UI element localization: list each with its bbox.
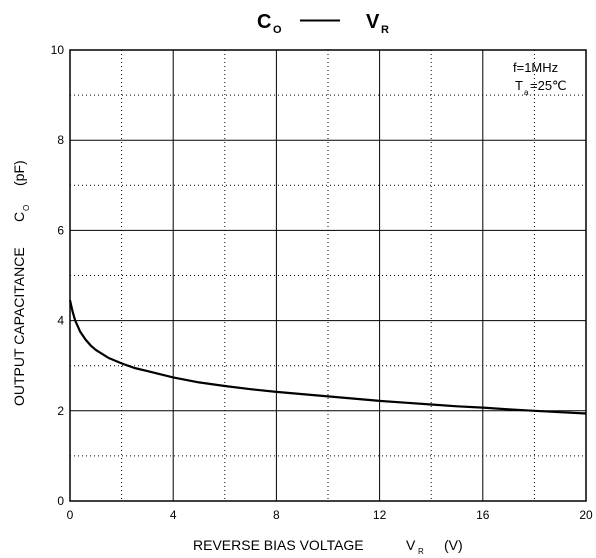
annotation-temp-t: T — [515, 78, 523, 93]
x-tick-label: 8 — [273, 508, 280, 522]
title-v-sub: R — [381, 24, 389, 36]
y-axis-label-sub: O — [22, 205, 31, 211]
chart-title: C O —— V R — [257, 9, 389, 36]
x-tick-label: 0 — [67, 508, 74, 522]
x-axis-label-text: REVERSE BIAS VOLTAGE — [193, 537, 364, 553]
y-tick-label: 2 — [57, 404, 64, 418]
y-tick-label: 8 — [57, 133, 64, 147]
x-axis-ticks: 0 4 8 12 16 20 — [67, 508, 593, 522]
x-tick-label: 20 — [579, 508, 593, 522]
plot-border — [69, 49, 587, 502]
y-axis-ticks: 0 2 4 6 8 10 — [51, 43, 65, 508]
x-axis-label: REVERSE BIAS VOLTAGE V R (V) — [193, 537, 463, 556]
x-tick-label: 4 — [170, 508, 177, 522]
y-tick-label: 0 — [57, 494, 64, 508]
x-tick-label: 16 — [476, 508, 490, 522]
x-axis-label-sub: R — [418, 547, 424, 556]
x-tick-label: 12 — [373, 508, 387, 522]
y-tick-label: 6 — [57, 223, 64, 237]
plot-frame — [69, 49, 587, 502]
y-axis-label-symbol: C — [11, 212, 27, 222]
annotation: f=1MHz T a =25℃ — [513, 60, 567, 97]
annotation-temp-value: =25℃ — [530, 78, 567, 93]
y-axis-label: OUTPUT CAPACITANCE C O (pF) — [11, 160, 31, 406]
y-axis-label-unit: (pF) — [11, 160, 27, 186]
x-axis-label-unit: (V) — [444, 537, 463, 553]
y-axis-label-text: OUTPUT CAPACITANCE — [11, 247, 27, 406]
y-tick-label: 10 — [51, 43, 65, 57]
title-c: C — [257, 11, 271, 33]
series-line — [68, 300, 587, 415]
grid — [70, 50, 586, 501]
y-tick-label: 4 — [57, 314, 64, 328]
series-layer — [68, 300, 587, 415]
annotation-frequency: f=1MHz — [513, 60, 558, 75]
title-dash: —— — [300, 9, 340, 31]
annotation-temp-sub: a — [524, 88, 529, 97]
x-axis-label-symbol: V — [406, 537, 416, 553]
title-v: V — [366, 11, 380, 33]
title-c-sub: O — [273, 24, 282, 36]
